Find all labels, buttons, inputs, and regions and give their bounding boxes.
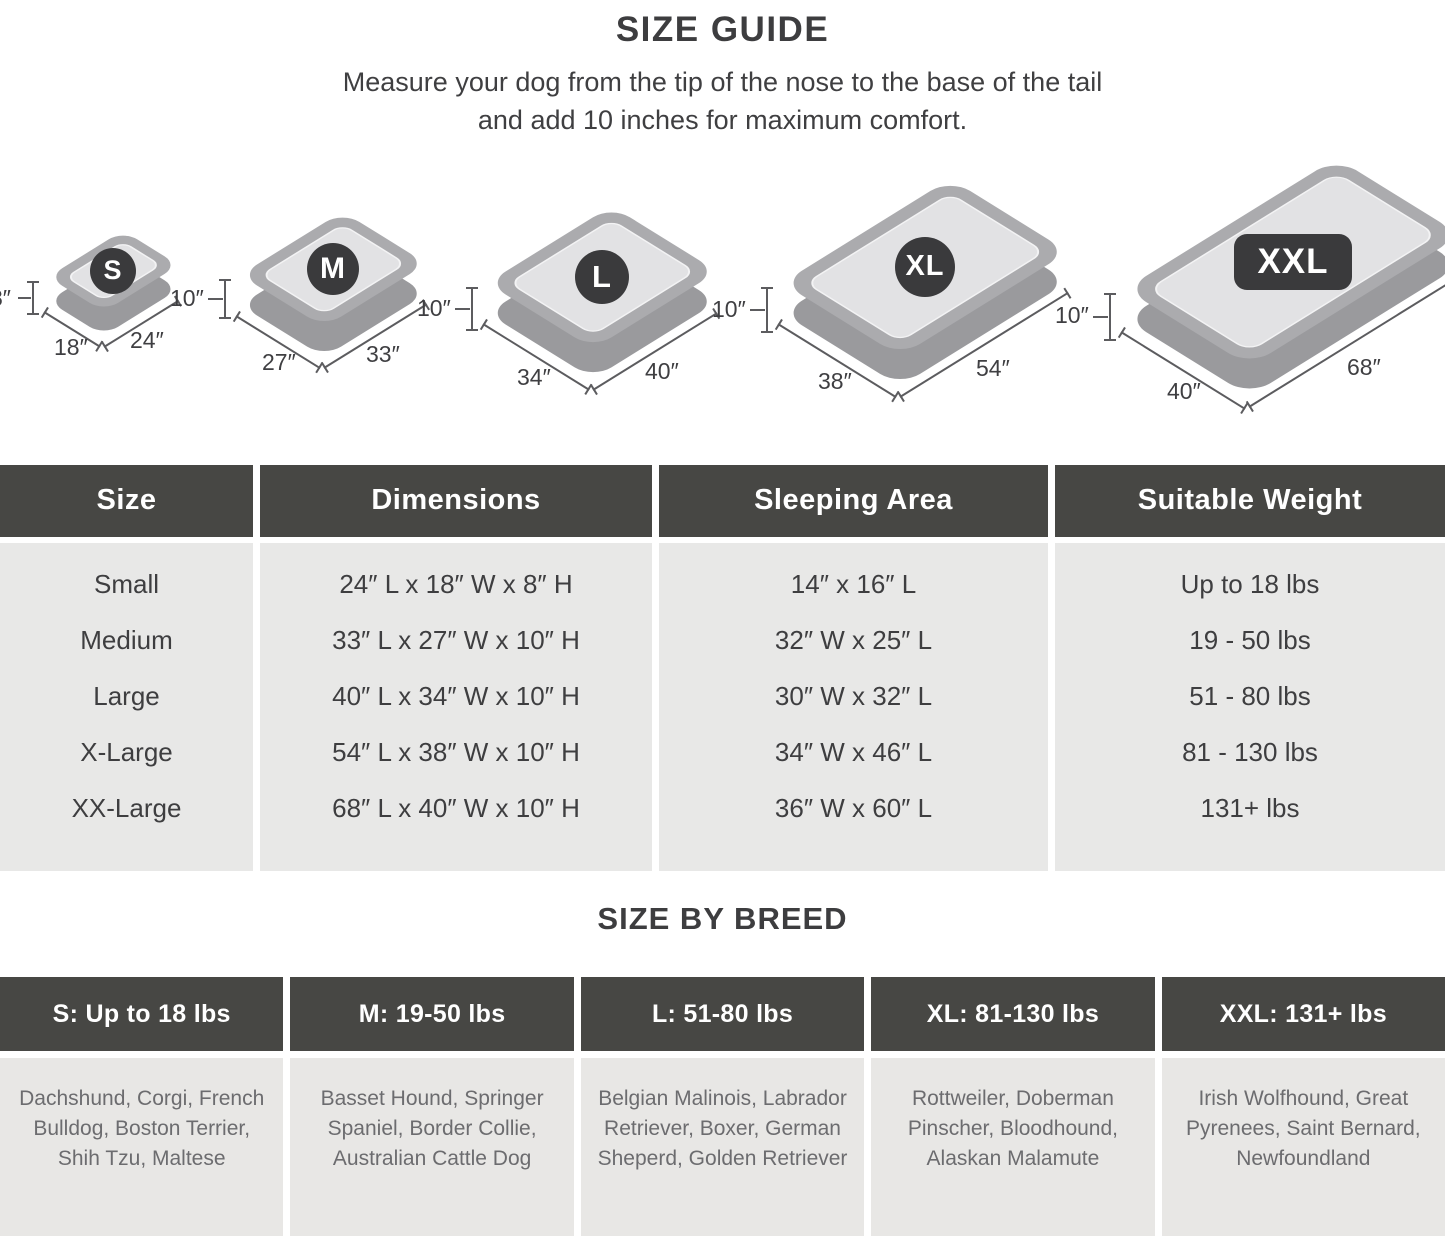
column-body-sleeping-area: 14″ x 16″ L 32″ W x 25″ L 30″ W x 32″ L … bbox=[659, 542, 1048, 871]
breed-header-xxl: XXL: 131+ lbs bbox=[1161, 977, 1445, 1052]
height-dimension-line bbox=[466, 286, 478, 331]
height-dimension-line bbox=[761, 286, 773, 333]
column-header-size: Size bbox=[0, 464, 253, 537]
height-dimension-label: 10″ bbox=[170, 284, 204, 311]
table-cell: 51 - 80 lbs bbox=[1189, 681, 1311, 712]
breed-header-xl: XL: 81-130 lbs bbox=[871, 977, 1155, 1052]
height-dimension-connector bbox=[208, 297, 223, 300]
table-cell: 19 - 50 lbs bbox=[1189, 625, 1311, 656]
table-cell: 54″ L x 38″ W x 10″ H bbox=[332, 737, 580, 768]
size-table-column-suitable-weight: Suitable Weight Up to 18 lbs 19 - 50 lbs… bbox=[1055, 464, 1445, 871]
breed-list-xxl: Irish Wolfhound, Great Pyrenees, Saint B… bbox=[1161, 1058, 1445, 1237]
height-dimension-connector bbox=[455, 307, 470, 310]
length-dimension-label: 24″ bbox=[130, 326, 164, 353]
breed-list-s: Dachshund, Corgi, French Bulldog, Boston… bbox=[0, 1058, 284, 1237]
breed-header-m: M: 19-50 lbs bbox=[290, 977, 574, 1052]
height-dimension-connector bbox=[750, 308, 765, 311]
height-dimension-connector bbox=[1093, 315, 1108, 318]
length-dimension-label: 68″ bbox=[1347, 353, 1381, 380]
table-cell: XX-Large bbox=[71, 793, 182, 824]
width-dimension-label: 18″ bbox=[54, 333, 88, 360]
breed-column-m: M: 19-50 lbs Basset Hound, Springer Span… bbox=[290, 977, 574, 1237]
table-cell: 81 - 130 lbs bbox=[1182, 737, 1318, 768]
breed-column-xxl: XXL: 131+ lbs Irish Wolfhound, Great Pyr… bbox=[1161, 977, 1445, 1237]
height-dimension-connector bbox=[18, 296, 31, 299]
size-table-column-sleeping-area: Sleeping Area 14″ x 16″ L 32″ W x 25″ L … bbox=[659, 464, 1048, 871]
subtitle-line-1: Measure your dog from the tip of the nos… bbox=[342, 67, 1103, 98]
breed-table: S: Up to 18 lbs Dachshund, Corgi, French… bbox=[0, 977, 1445, 1237]
height-dimension-label: 8″ bbox=[0, 284, 11, 311]
breed-list-xl: Rottweiler, Doberman Pinscher, Bloodhoun… bbox=[871, 1058, 1155, 1237]
table-cell: 40″ L x 34″ W x 10″ H bbox=[332, 681, 580, 712]
width-dimension-label: 27″ bbox=[262, 348, 296, 375]
table-cell: 32″ W x 25″ L bbox=[774, 625, 933, 656]
table-cell: Small bbox=[93, 569, 159, 600]
breed-column-s: S: Up to 18 lbs Dachshund, Corgi, French… bbox=[0, 977, 284, 1237]
size-badge-xxl: XXL bbox=[1234, 233, 1352, 290]
breed-column-l: L: 51-80 lbs Belgian Malinois, Labrador … bbox=[580, 977, 865, 1237]
column-header-dimensions: Dimensions bbox=[260, 464, 652, 537]
breed-column-xl: XL: 81-130 lbs Rottweiler, Doberman Pins… bbox=[871, 977, 1155, 1237]
table-cell: Large bbox=[93, 681, 160, 712]
column-body-suitable-weight: Up to 18 lbs 19 - 50 lbs 51 - 80 lbs 81 … bbox=[1055, 542, 1445, 871]
subtitle-line-2: and add 10 inches for maximum comfort. bbox=[477, 104, 968, 135]
table-cell: 36″ W x 60″ L bbox=[774, 793, 933, 824]
table-cell: 34″ W x 46″ L bbox=[774, 737, 933, 768]
breed-header-s: S: Up to 18 lbs bbox=[0, 977, 284, 1052]
size-table: Size Small Medium Large X-Large XX-Large… bbox=[0, 464, 1445, 871]
table-cell: X-Large bbox=[80, 737, 173, 768]
page-title: SIZE GUIDE bbox=[615, 10, 830, 49]
breed-list-m: Basset Hound, Springer Spaniel, Border C… bbox=[290, 1058, 574, 1237]
size-badge-xl: XL bbox=[895, 236, 955, 297]
length-dimension-label: 54″ bbox=[976, 354, 1010, 381]
table-cell: 14″ x 16″ L bbox=[790, 569, 917, 600]
height-dimension-label: 10″ bbox=[417, 294, 451, 321]
width-dimension-label: 40″ bbox=[1167, 377, 1201, 404]
breed-section-title: SIZE BY BREED bbox=[597, 900, 848, 936]
bed-illustrations-row: S 8″ 18″ 24″ M 10″ 27″ 33″ L 10″ 34″ bbox=[0, 151, 1445, 443]
height-dimension-line bbox=[1104, 292, 1116, 341]
table-cell: 30″ W x 32″ L bbox=[774, 681, 933, 712]
table-cell: 24″ L x 18″ W x 8″ H bbox=[339, 569, 573, 600]
height-dimension-label: 10″ bbox=[1055, 301, 1089, 328]
table-cell: 33″ L x 27″ W x 10″ H bbox=[332, 625, 580, 656]
height-dimension-label: 10″ bbox=[712, 295, 746, 322]
width-dimension-label: 38″ bbox=[818, 367, 852, 394]
size-badge-l: L bbox=[575, 249, 629, 304]
length-dimension-label: 40″ bbox=[645, 357, 679, 384]
height-dimension-line bbox=[219, 278, 231, 319]
column-header-sleeping-area: Sleeping Area bbox=[659, 464, 1048, 537]
table-cell: 68″ L x 40″ W x 10″ H bbox=[332, 793, 580, 824]
size-badge-s: S bbox=[90, 247, 136, 294]
column-body-size: Small Medium Large X-Large XX-Large bbox=[0, 542, 253, 871]
page-subtitle: Measure your dog from the tip of the nos… bbox=[0, 64, 1445, 139]
length-dimension-label: 33″ bbox=[366, 340, 400, 367]
breed-header-l: L: 51-80 lbs bbox=[580, 977, 865, 1052]
column-header-suitable-weight: Suitable Weight bbox=[1055, 464, 1445, 537]
breed-list-l: Belgian Malinois, Labrador Retriever, Bo… bbox=[580, 1058, 865, 1237]
table-cell: Medium bbox=[80, 625, 173, 656]
size-table-column-size: Size Small Medium Large X-Large XX-Large bbox=[0, 464, 253, 871]
column-body-dimensions: 24″ L x 18″ W x 8″ H 33″ L x 27″ W x 10″… bbox=[260, 542, 652, 871]
table-cell: 131+ lbs bbox=[1200, 793, 1300, 824]
size-badge-m: M bbox=[307, 242, 359, 295]
height-dimension-line bbox=[27, 280, 39, 315]
width-dimension-label: 34″ bbox=[517, 363, 551, 390]
table-cell: Up to 18 lbs bbox=[1180, 569, 1320, 600]
size-table-column-dimensions: Dimensions 24″ L x 18″ W x 8″ H 33″ L x … bbox=[260, 464, 652, 871]
